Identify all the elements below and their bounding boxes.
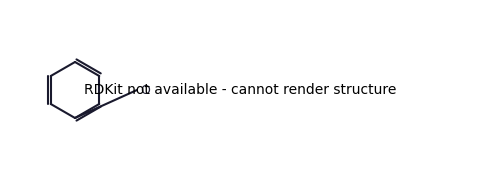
- Text: O: O: [140, 83, 150, 96]
- Text: RDKit not available - cannot render structure: RDKit not available - cannot render stru…: [84, 83, 396, 96]
